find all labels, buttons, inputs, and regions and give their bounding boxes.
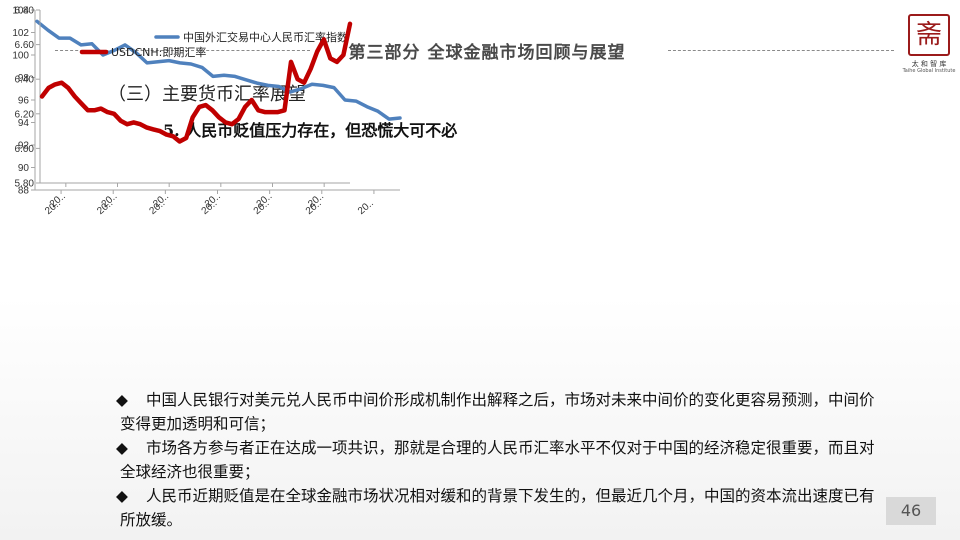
y-tick-label: 104 bbox=[12, 6, 29, 17]
diamond-bullet-icon: ◆ bbox=[116, 391, 128, 409]
y-tick-label: 6.80 bbox=[15, 6, 35, 17]
y-tick-label: 92 bbox=[18, 141, 30, 152]
y-tick-label: 98 bbox=[18, 73, 30, 84]
logo-name-cn: 太 和 智 库 bbox=[911, 60, 947, 68]
y-tick-label: 102 bbox=[12, 28, 29, 39]
header-title: 第三部分 全球金融市场回顾与展望 bbox=[348, 43, 626, 63]
legend-label: USDCNH:即期汇率 bbox=[111, 45, 206, 59]
logo-name-en: Taihe Global Institute bbox=[902, 68, 956, 74]
y-tick-label: 96 bbox=[18, 96, 30, 107]
x-tick-label: 20.. bbox=[48, 191, 68, 210]
legend-label: 中国外汇交易中心人民币汇率指数 bbox=[183, 30, 348, 44]
y-tick-label: 94 bbox=[18, 118, 30, 129]
page-number: 46 bbox=[886, 497, 936, 525]
bullet-item: ◆ 中国人民银行对美元兑人民币中间价形成机制作出解释之后，市场对未来中间价的变化更… bbox=[116, 388, 884, 436]
bullet-item: ◆ 市场各方参与者正在达成一项共识，那就是合理的人民币汇率水平不仅对于中国的经济稳… bbox=[116, 436, 884, 484]
bullet-list: ◆ 中国人民银行对美元兑人民币中间价形成机制作出解释之后，市场对未来中间价的变化更… bbox=[116, 388, 884, 532]
bullet-text: 中国人民银行对美元兑人民币中间价形成机制作出解释之后，市场对未来中间价的变化更容… bbox=[120, 391, 875, 433]
y-tick-label: 88 bbox=[18, 186, 30, 197]
y-tick-label: 90 bbox=[18, 163, 30, 174]
series-line bbox=[39, 21, 353, 144]
series-line bbox=[35, 19, 402, 121]
y-tick-label: 5.80 bbox=[15, 179, 35, 190]
y-tick-label: 6.20 bbox=[15, 109, 35, 120]
header-divider-right bbox=[668, 50, 894, 51]
sub-title: 5. 人民币贬值压力存在，但恐慌大可不必 bbox=[163, 121, 458, 140]
diamond-bullet-icon: ◆ bbox=[116, 439, 128, 457]
bullet-text: 市场各方参与者正在达成一项共识，那就是合理的人民币汇率水平不仅对于中国的经济稳定… bbox=[120, 439, 875, 481]
y-tick-label: 6.40 bbox=[15, 75, 35, 86]
x-tick-label: 20.. bbox=[100, 191, 120, 210]
bullet-text: 人民币近期贬值是在全球金融市场状况相对缓和的背景下发生的，但最近几个月，中国的资… bbox=[120, 487, 875, 529]
x-tick-label: 20.. bbox=[255, 191, 275, 210]
header-divider-left bbox=[55, 50, 310, 51]
y-tick-label: 6.60 bbox=[15, 40, 35, 51]
usdcnh-chart: 6.80 6.60 6.40 6.20 6.00 5.80 20.. 20.. 20.. 20..… bbox=[15, 6, 353, 210]
y-tick-label: 100 bbox=[12, 51, 29, 62]
diamond-bullet-icon: ◆ bbox=[116, 487, 128, 505]
rmb-index-chart: 104 102 100 98 96 94 92 90 88 20.. 20.. 20.. 20.. 20.… bbox=[12, 6, 402, 217]
bullet-item: ◆ 人民币近期贬值是在全球金融市场状况相对缓和的背景下发生的，但最近几个月，中国的… bbox=[116, 484, 884, 532]
y-tick-label: 6.00 bbox=[15, 144, 35, 155]
logo-glyph: 斋 bbox=[915, 20, 942, 50]
x-tick-label: 20.. bbox=[203, 191, 223, 210]
x-tick-label: 20.. bbox=[151, 191, 171, 210]
section-title: （三）主要货币汇率展望 bbox=[108, 84, 306, 105]
logo-seal: 斋 bbox=[908, 14, 950, 56]
x-tick-label: 20.. bbox=[306, 191, 326, 210]
